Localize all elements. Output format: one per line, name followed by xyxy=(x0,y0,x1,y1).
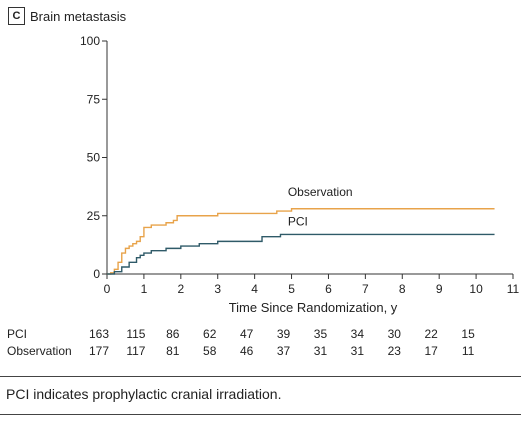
y-tick-label: 25 xyxy=(87,209,101,223)
x-tick-label: 6 xyxy=(325,282,332,296)
risk-value: 58 xyxy=(203,344,217,358)
x-axis-label: Time Since Randomization, y xyxy=(229,300,398,315)
y-tick-label: 100 xyxy=(80,34,100,48)
panel-letter: C xyxy=(8,7,25,25)
series-label-observation: Observation xyxy=(288,185,353,199)
risk-value: 39 xyxy=(277,327,291,341)
risk-value: 86 xyxy=(166,327,180,341)
y-tick-label: 75 xyxy=(87,92,101,106)
y-tick-label: 0 xyxy=(93,267,100,281)
risk-value: 81 xyxy=(166,344,180,358)
risk-value: 37 xyxy=(277,344,291,358)
x-tick-label: 1 xyxy=(141,282,148,296)
x-tick-label: 0 xyxy=(104,282,111,296)
risk-value: 163 xyxy=(89,327,109,341)
risk-value: 117 xyxy=(126,344,145,358)
risk-value: 15 xyxy=(461,327,475,341)
risk-value: 31 xyxy=(314,344,328,358)
x-tick-label: 5 xyxy=(288,282,295,296)
panel-title: Brain metastasis xyxy=(30,8,127,24)
risk-row-label: Observation xyxy=(7,344,72,358)
x-tick-label: 7 xyxy=(362,282,369,296)
footnote: PCI indicates prophylactic cranial irrad… xyxy=(6,386,282,402)
risk-value: 11 xyxy=(462,344,475,358)
risk-value: 23 xyxy=(388,344,402,358)
bottom-rule xyxy=(0,414,521,415)
top-rule xyxy=(0,376,521,377)
x-tick-label: 9 xyxy=(436,282,443,296)
series-label-pci: PCI xyxy=(288,214,308,228)
x-tick-label: 10 xyxy=(469,282,483,296)
risk-row-label: PCI xyxy=(7,327,27,341)
risk-value: 46 xyxy=(240,344,254,358)
risk-value: 177 xyxy=(89,344,109,358)
risk-value: 47 xyxy=(240,327,254,341)
panel-header: C Brain metastasis xyxy=(8,6,126,26)
series-line-observation xyxy=(107,208,495,275)
risk-value: 30 xyxy=(388,327,402,341)
series-line-pci xyxy=(107,233,495,275)
risk-value: 31 xyxy=(351,344,365,358)
y-tick-label: 50 xyxy=(87,151,101,165)
x-tick-label: 4 xyxy=(251,282,258,296)
risk-value: 35 xyxy=(314,327,328,341)
risk-value: 17 xyxy=(425,344,439,358)
risk-value: 115 xyxy=(126,327,145,341)
x-tick-label: 2 xyxy=(177,282,184,296)
risk-value: 22 xyxy=(425,327,439,341)
risk-value: 62 xyxy=(203,327,217,341)
x-tick-label: 3 xyxy=(214,282,221,296)
x-tick-label: 8 xyxy=(399,282,406,296)
x-tick-label: 11 xyxy=(507,282,520,296)
risk-value: 34 xyxy=(351,327,365,341)
